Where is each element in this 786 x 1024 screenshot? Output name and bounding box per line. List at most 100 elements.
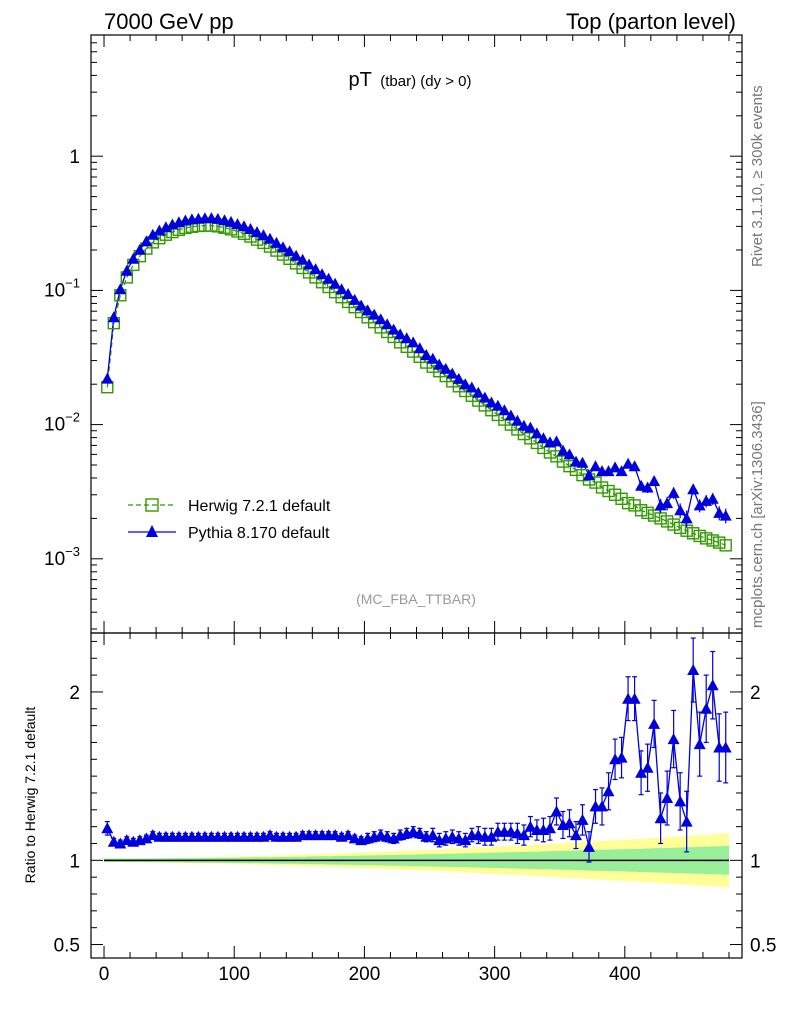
pythia-point xyxy=(446,367,459,379)
pythia-point xyxy=(264,232,276,244)
pythia-point xyxy=(394,328,407,340)
ratio-point xyxy=(687,664,700,675)
ratio-point xyxy=(654,812,667,824)
ratio-point xyxy=(602,785,615,797)
pythia-point xyxy=(589,460,602,472)
ratio-point xyxy=(667,733,680,745)
ratio-point xyxy=(570,829,582,841)
ratio-point xyxy=(459,834,472,846)
herwig-point xyxy=(634,504,648,517)
pythia-point xyxy=(648,475,661,486)
ratio-point xyxy=(628,692,641,704)
pythia-line xyxy=(106,217,726,520)
source-label: mcplots.cern.ch [arXiv:1306.3436] xyxy=(749,401,766,628)
pythia-point xyxy=(316,268,329,280)
pythia-point xyxy=(628,460,641,472)
main-title-name: pT xyxy=(348,69,371,91)
ratio-point xyxy=(719,741,732,753)
analysis-watermark: (MC_FBA_TTBAR) xyxy=(356,591,476,607)
ratio-point xyxy=(693,738,706,750)
pythia-point xyxy=(361,304,374,316)
herwig-point xyxy=(667,518,680,531)
pythia-point xyxy=(146,228,159,240)
herwig-point xyxy=(693,529,706,543)
pythia-point xyxy=(322,272,335,284)
pythia-point xyxy=(283,245,296,257)
legend: Herwig 7.2.1 default Pythia 8.170 defaul… xyxy=(128,498,331,542)
pythia-point xyxy=(687,483,700,495)
ratio-point xyxy=(114,837,127,849)
pythia-point xyxy=(296,253,309,265)
ratio-point xyxy=(387,832,400,844)
main-title: pT (tbar) (dy > 0) xyxy=(348,69,471,91)
rivet-label: Rivet 3.1.10, ≥ 300k events xyxy=(749,85,766,267)
pythia-point xyxy=(101,372,114,384)
legend-item-herwig: Herwig 7.2.1 default xyxy=(128,498,331,515)
main-y-tick-label: 10−3 xyxy=(44,544,80,570)
main-panel: 10−310−210−11 pT (tbar) (dy > 0) (MC_FBA… xyxy=(44,34,743,634)
herwig-point xyxy=(608,488,622,501)
herwig-point xyxy=(654,512,667,525)
ratio-point xyxy=(596,800,608,812)
pythia-point xyxy=(693,499,706,511)
ratio-point xyxy=(146,829,159,841)
pythia-point xyxy=(107,311,120,323)
pythia-point xyxy=(238,220,250,232)
ratio-point xyxy=(706,679,719,691)
pythia-point xyxy=(491,399,504,411)
ratio-point xyxy=(700,702,713,714)
ratio-point xyxy=(544,822,556,834)
pythia-point xyxy=(641,481,654,493)
pythia-point xyxy=(251,226,263,238)
main-y-tick-base: 10 xyxy=(44,280,65,301)
pythia-point xyxy=(355,299,368,311)
ratio-frame xyxy=(90,632,743,959)
pythia-point xyxy=(270,236,283,248)
herwig-point xyxy=(706,534,719,547)
main-title-sub: (tbar) (dy > 0) xyxy=(380,73,471,90)
pythia-point xyxy=(290,249,303,261)
pythia-point xyxy=(413,342,426,354)
pythia-point xyxy=(114,283,127,295)
pythia-point xyxy=(433,358,446,370)
pythia-point xyxy=(127,252,140,264)
ratio-point xyxy=(472,829,485,841)
pythia-point xyxy=(706,492,719,504)
pythia-point xyxy=(524,421,537,433)
ratio-point xyxy=(583,840,595,852)
pythia-point xyxy=(387,323,400,335)
pythia-point xyxy=(159,221,172,233)
ratio-y-tick-label: 2 xyxy=(69,683,80,704)
herwig-point xyxy=(556,455,570,468)
legend-item-pythia: Pythia 8.170 default xyxy=(128,525,330,542)
pythia-point xyxy=(498,404,511,416)
pythia-point xyxy=(277,241,289,253)
legend-herwig-marker xyxy=(145,498,159,512)
ratio-y-tick-label-right: 1 xyxy=(750,851,761,872)
pythia-point xyxy=(557,444,569,456)
pythia-point xyxy=(153,224,166,236)
pythia-point xyxy=(335,283,348,295)
pythia-point xyxy=(674,504,687,516)
pythia-point xyxy=(303,258,316,270)
pythia-point xyxy=(400,332,413,344)
main-y-tick-base: 10 xyxy=(44,415,65,436)
process-label: Top (parton level) xyxy=(566,9,736,34)
pythia-point xyxy=(244,223,257,234)
ratio-point xyxy=(641,761,654,773)
ratio-point xyxy=(413,827,426,839)
ratio-point xyxy=(576,813,589,825)
pythia-point xyxy=(348,293,361,305)
ratio-point xyxy=(661,792,674,803)
main-y-tick-exponent: −1 xyxy=(65,275,80,290)
ratio-point xyxy=(674,795,687,807)
main-y-tick-label: 10−2 xyxy=(44,410,80,436)
herwig-point xyxy=(621,496,635,510)
ratio-y-tick-label-right: 2 xyxy=(750,683,761,704)
main-frame xyxy=(90,34,743,634)
pythia-point xyxy=(622,457,635,469)
herwig-point xyxy=(595,481,609,494)
pythia-point xyxy=(550,435,563,447)
collision-label: 7000 GeV pp xyxy=(104,9,234,34)
